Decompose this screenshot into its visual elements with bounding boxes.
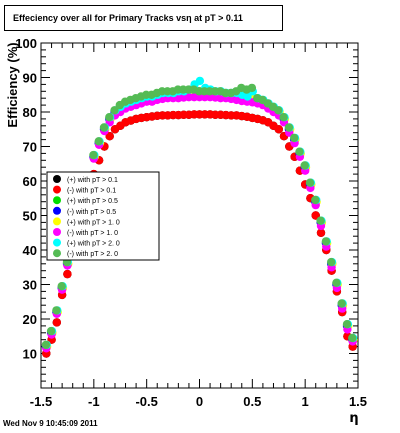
legend-marker bbox=[53, 185, 61, 194]
legend-marker bbox=[53, 206, 61, 215]
legend-label: (-) with pT > 0.5 bbox=[67, 209, 116, 216]
timestamp-footer: Wed Nov 9 10:45:09 2011 bbox=[3, 419, 98, 428]
data-point bbox=[243, 92, 252, 101]
legend-label: (+) with pT > 0.1 bbox=[67, 177, 118, 184]
legend-box bbox=[46, 171, 160, 261]
x-tick-label: -0.5 bbox=[135, 394, 157, 409]
legend-marker bbox=[53, 249, 61, 258]
y-axis-label: Efficiency (%) bbox=[5, 42, 20, 127]
legend-label: (+) with pT > 2. 0 bbox=[67, 241, 120, 248]
chart-title: Effeciency over all for Primary Tracks v… bbox=[4, 5, 283, 31]
data-point bbox=[327, 257, 336, 267]
data-point bbox=[105, 132, 114, 141]
data-point bbox=[284, 123, 294, 132]
legend-label: (-) with pT > 2. 0 bbox=[67, 251, 118, 258]
y-tick-label: 10 bbox=[23, 347, 37, 362]
data-point bbox=[305, 178, 315, 187]
data-point bbox=[105, 113, 114, 122]
y-tick-label: 90 bbox=[23, 71, 37, 86]
x-tick-label: -1 bbox=[88, 394, 100, 409]
data-point bbox=[348, 333, 357, 343]
data-point bbox=[274, 106, 283, 115]
x-tick-label: 0.5 bbox=[243, 394, 261, 409]
x-axis-label: η bbox=[349, 411, 358, 426]
data-point bbox=[89, 150, 98, 160]
y-tick-label: 20 bbox=[23, 312, 37, 327]
x-tick-label: 1.5 bbox=[349, 394, 367, 409]
axis-ticks bbox=[40, 42, 359, 389]
data-point bbox=[94, 137, 103, 146]
data-point bbox=[316, 216, 325, 225]
x-tick-label: 0 bbox=[196, 394, 203, 409]
legend-marker bbox=[53, 196, 61, 205]
data-point bbox=[274, 125, 283, 134]
legend-label: (+) with pT > 0.5 bbox=[67, 198, 118, 205]
y-tick-label: 50 bbox=[23, 209, 37, 224]
legend-marker bbox=[53, 238, 61, 247]
data-point bbox=[57, 282, 66, 291]
data-point bbox=[300, 161, 309, 170]
data-point bbox=[311, 195, 320, 205]
x-tick-label: 1 bbox=[302, 394, 309, 409]
data-point bbox=[63, 269, 72, 279]
data-point bbox=[247, 83, 257, 93]
data-point bbox=[321, 237, 331, 246]
data-point bbox=[316, 228, 326, 237]
legend-marker bbox=[53, 217, 61, 226]
data-point bbox=[46, 326, 56, 336]
tick-labels: -1.5 -1 -0.5 0 0.5 1 1.5 10 20 30 40 50 60 70 80 90 100 bbox=[15, 36, 367, 409]
legend-label: (-) with pT > 0.1 bbox=[67, 188, 116, 195]
y-tick-label: 60 bbox=[23, 174, 37, 189]
data-point bbox=[110, 106, 119, 115]
data-point bbox=[290, 133, 299, 143]
data-point bbox=[41, 340, 51, 350]
data-point bbox=[99, 123, 109, 132]
data-point bbox=[52, 318, 61, 327]
legend: (+) with pT > 0.1 (-) with pT > 0.1 (+) wi… bbox=[46, 171, 160, 261]
data-point bbox=[342, 320, 352, 329]
legend-label: (+) with pT > 1. 0 bbox=[67, 219, 120, 226]
chart-title-text: Effeciency over all for Primary Tracks v… bbox=[13, 13, 243, 23]
y-tick-label: 80 bbox=[23, 105, 37, 120]
data-point bbox=[195, 76, 205, 86]
y-tick-label: 40 bbox=[23, 243, 37, 258]
data-point bbox=[332, 278, 341, 287]
legend-marker bbox=[53, 175, 61, 183]
legend-marker bbox=[53, 228, 61, 236]
legend-label: (-) with pT > 1. 0 bbox=[67, 230, 118, 237]
x-tick-label: -1.5 bbox=[30, 394, 52, 409]
data-point bbox=[279, 113, 288, 122]
data-point bbox=[337, 299, 346, 308]
data-point bbox=[295, 147, 304, 156]
y-tick-label: 100 bbox=[15, 36, 37, 51]
data-point bbox=[52, 306, 61, 315]
y-tick-label: 70 bbox=[23, 140, 37, 155]
y-tick-label: 30 bbox=[23, 278, 37, 293]
